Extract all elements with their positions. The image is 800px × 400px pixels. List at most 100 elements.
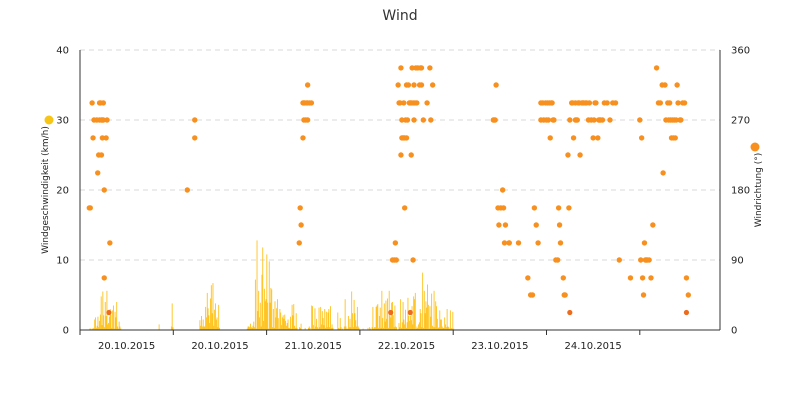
speed-bar xyxy=(208,315,210,330)
direction-point xyxy=(555,205,562,211)
direction-point xyxy=(100,100,107,106)
speed-bar xyxy=(413,296,415,330)
speed-bar xyxy=(347,316,349,330)
speed-bar xyxy=(110,314,112,330)
direction-point xyxy=(535,240,541,246)
speed-bar xyxy=(327,312,329,330)
speed-bar xyxy=(399,327,401,330)
speed-bar xyxy=(262,247,264,330)
speed-bar xyxy=(379,307,381,330)
speed-bar xyxy=(380,327,382,330)
speed-bar xyxy=(445,324,446,330)
direction-point xyxy=(410,257,416,263)
speed-bar xyxy=(383,303,385,330)
axes xyxy=(79,50,721,335)
speed-bars xyxy=(89,240,455,330)
speed-bar xyxy=(103,315,105,330)
direction-point xyxy=(570,135,577,141)
speed-bar xyxy=(386,318,388,330)
speed-bar xyxy=(268,261,270,330)
speed-bar xyxy=(408,316,410,330)
direction-point xyxy=(304,117,311,123)
speed-bar xyxy=(446,309,448,330)
speed-bar xyxy=(319,327,321,330)
speed-bar xyxy=(295,313,297,330)
speed-bar xyxy=(250,323,251,330)
speed-bar xyxy=(288,327,290,330)
left-tick-label: 40 xyxy=(56,46,69,57)
speed-bar xyxy=(92,328,94,330)
x-tick-label: 24.10.2015 xyxy=(565,341,622,352)
speed-bar xyxy=(118,321,120,330)
left-tick-label: 10 xyxy=(56,256,69,267)
speed-bar xyxy=(214,309,216,330)
speed-bar xyxy=(402,302,404,330)
speed-bar xyxy=(119,326,121,330)
direction-point xyxy=(297,205,303,211)
speed-bar xyxy=(112,310,114,330)
speed-bar xyxy=(348,327,350,330)
speed-bar xyxy=(357,326,359,330)
direction-point xyxy=(100,117,107,123)
speed-bar xyxy=(210,285,212,330)
gust-point xyxy=(106,309,112,316)
x-tick-label: 23.10.2015 xyxy=(471,341,528,352)
speed-bar xyxy=(281,317,283,330)
direction-point xyxy=(681,100,688,106)
speed-bar xyxy=(376,305,378,330)
direction-point xyxy=(533,222,539,228)
speed-bar xyxy=(345,326,347,330)
direction-point xyxy=(502,222,509,228)
direction-point xyxy=(638,135,645,141)
direction-point xyxy=(551,117,557,123)
speed-bar xyxy=(332,327,334,330)
speed-bar xyxy=(422,272,424,330)
speed-bar xyxy=(265,299,267,330)
speed-bar xyxy=(216,317,218,330)
direction-point xyxy=(678,117,684,123)
speed-bar xyxy=(401,322,403,330)
speed-bar xyxy=(429,306,431,330)
x-tick-label: 20.10.2015 xyxy=(98,341,155,352)
speed-bar xyxy=(261,274,263,330)
direction-point xyxy=(404,117,411,123)
speed-bar xyxy=(311,305,313,330)
speed-bar xyxy=(99,320,101,330)
right-axis-ticks: 0 90 180 270 360 xyxy=(731,46,750,337)
speed-bar xyxy=(269,302,271,330)
speed-bar xyxy=(453,328,455,330)
speed-bar xyxy=(373,328,375,330)
speed-bar xyxy=(381,290,383,330)
direction-point xyxy=(657,100,664,106)
direction-point xyxy=(95,170,101,176)
direction-point xyxy=(393,257,399,263)
right-tick-label: 270 xyxy=(731,116,750,127)
direction-point xyxy=(414,100,420,106)
gust-point xyxy=(388,309,394,316)
speed-bar xyxy=(120,328,122,330)
direction-point xyxy=(493,82,499,88)
speed-bar xyxy=(430,316,432,330)
speed-bar xyxy=(347,328,349,330)
direction-point xyxy=(525,275,531,281)
speed-bar xyxy=(291,304,293,330)
direction-point xyxy=(591,117,597,123)
direction-point xyxy=(298,222,304,228)
direction-point xyxy=(99,135,106,141)
speed-bar xyxy=(331,324,333,330)
speed-bar xyxy=(290,316,291,330)
speed-bar xyxy=(448,327,450,330)
speed-bar xyxy=(367,327,369,330)
speed-bar xyxy=(204,326,206,330)
direction-point xyxy=(604,100,610,106)
speed-bar xyxy=(435,301,437,330)
speed-bar xyxy=(436,306,437,330)
speed-bar xyxy=(418,322,420,330)
direction-point xyxy=(547,135,553,141)
right-tick-label: 90 xyxy=(731,256,744,267)
speed-bar xyxy=(271,289,273,330)
direction-point xyxy=(103,135,109,141)
speed-bar xyxy=(285,325,287,330)
gust-point xyxy=(683,309,690,316)
speed-bar xyxy=(387,298,389,330)
